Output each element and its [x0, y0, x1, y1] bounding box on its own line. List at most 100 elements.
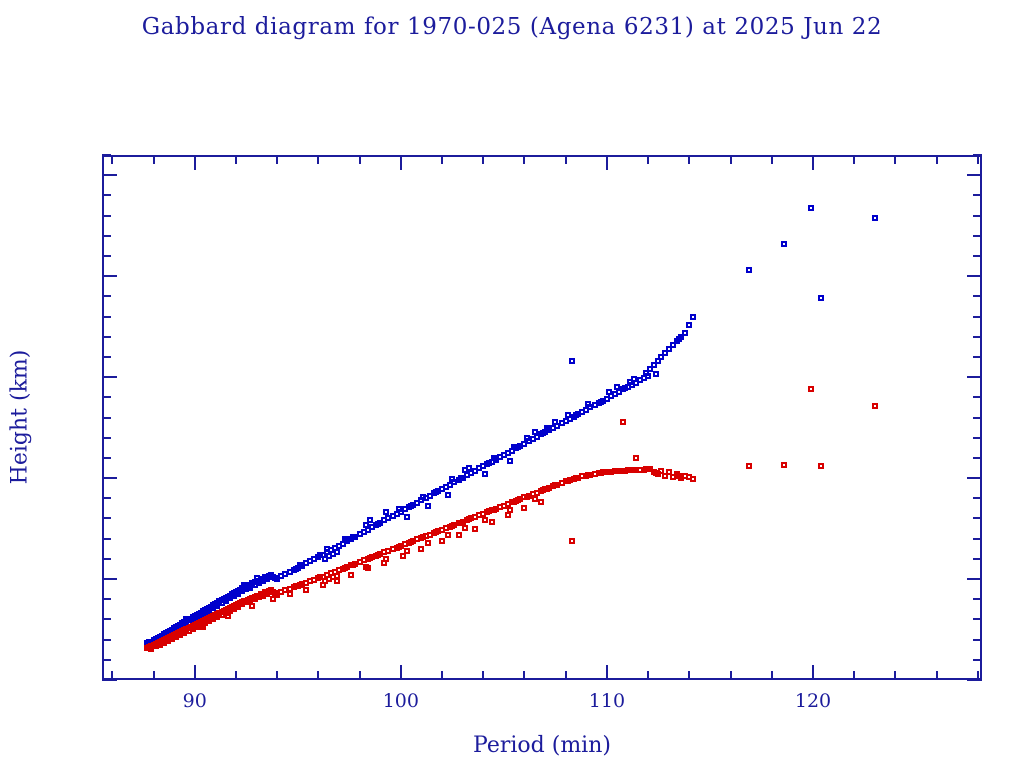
perigee-point [270, 596, 277, 603]
apogee-point [274, 576, 281, 583]
y-axis-tick [102, 618, 111, 621]
y-axis-tick-right [973, 194, 982, 197]
perigee-point [573, 475, 579, 482]
apogee-point [261, 576, 268, 583]
x-axis-tick [193, 665, 196, 680]
perigee-point [342, 564, 349, 571]
apogee-point [366, 517, 373, 524]
y-axis-tick [102, 638, 111, 641]
perigee-point [472, 525, 479, 532]
perigee-point [432, 529, 439, 536]
x-axis-tick [647, 671, 650, 680]
perigee-point [319, 581, 326, 588]
apogee-point [653, 370, 660, 377]
apogee-point [614, 383, 621, 390]
x-axis-tick-top [111, 155, 114, 164]
y-axis-tick-right [973, 497, 982, 500]
x-axis-tick [111, 671, 114, 680]
page-title: Gabbard diagram for 1970-025 (Agena 6231… [141, 14, 883, 40]
apogee-point [871, 214, 878, 221]
apogee-point [630, 375, 637, 382]
apogee-point [383, 509, 390, 516]
perigee-point [488, 518, 495, 525]
x-axis-tick-top [729, 155, 732, 164]
perigee-point [540, 487, 547, 494]
perigee-point [531, 496, 538, 503]
x-axis-tick [317, 671, 320, 680]
x-axis-tick-top [894, 155, 897, 164]
x-axis-tick [441, 671, 444, 680]
y-axis-tick-right [973, 396, 982, 399]
perigee-point [348, 572, 355, 578]
y-axis-tick [102, 174, 117, 177]
perigee-point [323, 572, 330, 579]
x-axis-tick [729, 671, 732, 680]
apogee-point [622, 385, 629, 392]
apogee-point [404, 514, 410, 521]
x-axis-tick [605, 665, 608, 680]
apogee-point [449, 475, 456, 482]
apogee-point [585, 401, 592, 408]
y-axis-tick [102, 416, 111, 419]
perigee-point [871, 403, 878, 410]
x-axis-tick [564, 671, 567, 680]
perigee-point [665, 469, 672, 476]
perigee-point [690, 475, 697, 482]
x-axis-tick [935, 671, 938, 680]
perigee-point [366, 555, 373, 562]
apogee-point [568, 357, 575, 364]
apogee-point [781, 240, 788, 247]
perigee-point [597, 469, 604, 476]
perigee-point [183, 626, 190, 633]
x-axis-tick [276, 671, 279, 680]
perigee-point [375, 551, 382, 558]
y-axis-tick [102, 477, 117, 480]
perigee-point [228, 604, 235, 611]
perigee-point [241, 598, 248, 605]
apogee-point [490, 454, 497, 461]
y-axis-tick [102, 275, 117, 278]
perigee-point [286, 591, 293, 598]
apogee-point [818, 295, 825, 302]
apogee-point [682, 329, 689, 336]
x-axis-tick-top [317, 155, 320, 164]
x-axis-tick-top [853, 155, 856, 164]
perigee-point [404, 547, 410, 554]
x-axis-tick [523, 671, 526, 680]
perigee-point [461, 525, 468, 532]
apogee-point [564, 412, 571, 419]
y-axis-tick-right [973, 416, 982, 419]
y-axis-title: Height (km) [7, 349, 33, 485]
perigee-point [585, 472, 592, 479]
y-axis-tick [102, 355, 111, 358]
perigee-point [653, 470, 660, 477]
y-axis-tick-right [973, 618, 982, 621]
apogee-point [420, 494, 427, 501]
apogee-point [665, 345, 672, 352]
y-axis-tick-right [973, 557, 982, 560]
y-axis-tick [102, 497, 111, 500]
perigee-point [605, 468, 612, 475]
apogee-point [253, 575, 260, 582]
apogee-point [651, 362, 658, 368]
plot-frame [102, 155, 982, 680]
perigee-point [521, 504, 528, 511]
apogee-point [597, 398, 604, 405]
y-axis-tick [102, 154, 111, 156]
y-axis-tick-right [973, 537, 982, 540]
y-axis-tick [102, 578, 117, 581]
x-axis-tick-label: 100 [382, 690, 419, 712]
x-axis-tick [770, 671, 773, 680]
perigee-point [408, 538, 415, 545]
y-axis-tick [102, 214, 111, 217]
perigee-point [204, 616, 211, 623]
y-axis-tick-right [973, 355, 982, 358]
perigee-point [445, 531, 452, 538]
apogee-point [183, 616, 190, 623]
x-axis-tick-top [193, 155, 196, 170]
x-axis-tick [976, 671, 979, 680]
perigee-point [455, 531, 462, 538]
perigee-point [568, 537, 575, 544]
apogee-point [457, 475, 464, 482]
x-axis-title: Period (min) [473, 733, 611, 758]
